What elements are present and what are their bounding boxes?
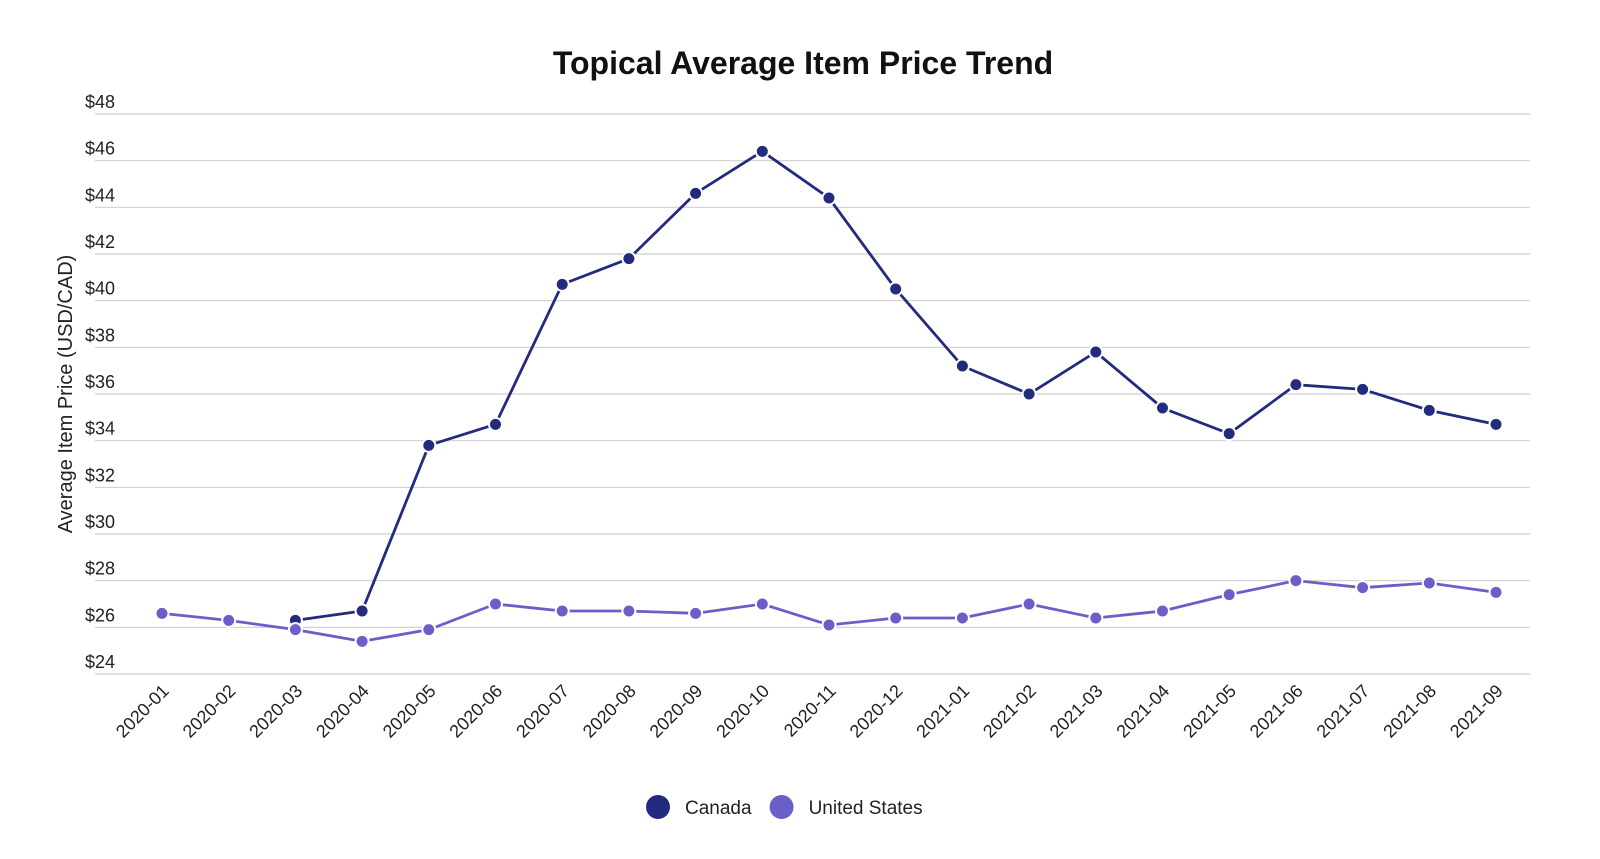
data-point[interactable]: [821, 190, 837, 206]
data-point[interactable]: [1421, 402, 1437, 418]
data-point[interactable]: [1221, 426, 1237, 442]
data-point[interactable]: [1021, 596, 1037, 612]
x-tick-label: 2020-07: [512, 681, 573, 742]
y-tick-label: $32: [85, 465, 115, 485]
x-tick-label: 2021-05: [1179, 681, 1240, 742]
data-point[interactable]: [954, 610, 970, 626]
y-tick-label: $34: [85, 419, 115, 439]
y-tick-label: $30: [85, 512, 115, 532]
data-point[interactable]: [1088, 344, 1104, 360]
data-point[interactable]: [754, 596, 770, 612]
data-point[interactable]: [954, 358, 970, 374]
data-point[interactable]: [1021, 386, 1037, 402]
data-point[interactable]: [554, 276, 570, 292]
data-point[interactable]: [888, 610, 904, 626]
y-tick-label: $46: [85, 139, 115, 159]
y-tick-label: $26: [85, 605, 115, 625]
legend-label[interactable]: United States: [809, 798, 923, 819]
x-tick-label: 2021-07: [1313, 681, 1374, 742]
data-point[interactable]: [1088, 610, 1104, 626]
x-tick-label: 2020-03: [245, 681, 306, 742]
y-tick-label: $40: [85, 279, 115, 299]
data-point[interactable]: [354, 633, 370, 649]
series-group: [154, 143, 1504, 649]
data-point[interactable]: [354, 603, 370, 619]
legend-marker: [646, 795, 670, 819]
y-tick-label: $36: [85, 372, 115, 392]
y-tick-label: $24: [85, 652, 115, 672]
x-tick-label: 2021-02: [979, 681, 1040, 742]
data-point[interactable]: [888, 281, 904, 297]
x-tick-label: 2020-02: [179, 681, 240, 742]
data-point[interactable]: [688, 605, 704, 621]
data-point[interactable]: [1488, 584, 1504, 600]
data-point[interactable]: [821, 617, 837, 633]
data-point[interactable]: [1155, 603, 1170, 619]
data-point[interactable]: [554, 603, 570, 619]
data-point[interactable]: [488, 416, 503, 432]
y-tick-label: $28: [85, 559, 115, 579]
x-tick-label: 2020-09: [646, 681, 707, 742]
data-point[interactable]: [621, 251, 637, 267]
data-point[interactable]: [1155, 400, 1170, 416]
data-point[interactable]: [421, 437, 437, 453]
data-point[interactable]: [154, 605, 170, 621]
x-tick-label: 2021-03: [1046, 681, 1107, 742]
data-point[interactable]: [287, 622, 303, 638]
data-point[interactable]: [688, 185, 704, 201]
legend-marker: [769, 795, 794, 819]
data-point[interactable]: [1221, 587, 1237, 603]
x-tick-label: 2020-11: [780, 681, 840, 741]
x-tick-label: 2020-06: [445, 681, 506, 742]
x-tick-label: 2020-08: [579, 681, 640, 742]
x-tick-label: 2021-04: [1112, 681, 1173, 742]
chart-title: Topical Average Item Price Trend: [553, 45, 1053, 81]
data-point[interactable]: [1355, 580, 1371, 596]
x-tick-label: 2021-01: [912, 681, 973, 742]
y-axis-label: Average Item Price (USD/CAD): [55, 255, 77, 534]
x-tick-label: 2021-06: [1246, 681, 1307, 742]
data-point[interactable]: [1288, 377, 1304, 393]
y-tick-label: $38: [85, 325, 115, 345]
data-point[interactable]: [221, 612, 237, 628]
data-point[interactable]: [621, 603, 637, 619]
data-point[interactable]: [1421, 575, 1437, 591]
data-point[interactable]: [1355, 381, 1371, 397]
y-axis-ticks: $24 $26 $28 $30 $32 $34 $36 $38 $40 $42 $44 $46 $48: [85, 92, 115, 672]
y-tick-label: $44: [85, 185, 115, 205]
legend-label[interactable]: Canada: [685, 798, 752, 819]
x-tick-label: 2020-05: [379, 681, 440, 742]
data-point[interactable]: [754, 143, 770, 159]
x-tick-label: 2021-08: [1379, 681, 1440, 742]
series-line-canada: [295, 149, 1497, 622]
x-tick-label: 2021-09: [1446, 681, 1507, 742]
x-axis-ticks: 2020-01 2020-02 2020-03 2020-04 2020-05 2020-…: [112, 681, 1507, 742]
data-point[interactable]: [488, 596, 503, 612]
x-tick-label: 2020-10: [712, 681, 773, 742]
y-tick-label: $48: [85, 92, 115, 112]
x-tick-label: 2020-01: [112, 681, 173, 742]
data-point[interactable]: [1488, 416, 1504, 432]
data-point[interactable]: [421, 622, 437, 638]
legend: Canada United States: [646, 795, 923, 819]
gridlines: [95, 113, 1530, 675]
x-tick-label: 2020-12: [846, 681, 907, 742]
y-tick-label: $42: [85, 232, 115, 252]
x-tick-label: 2020-04: [312, 681, 373, 742]
data-point[interactable]: [1288, 573, 1304, 589]
